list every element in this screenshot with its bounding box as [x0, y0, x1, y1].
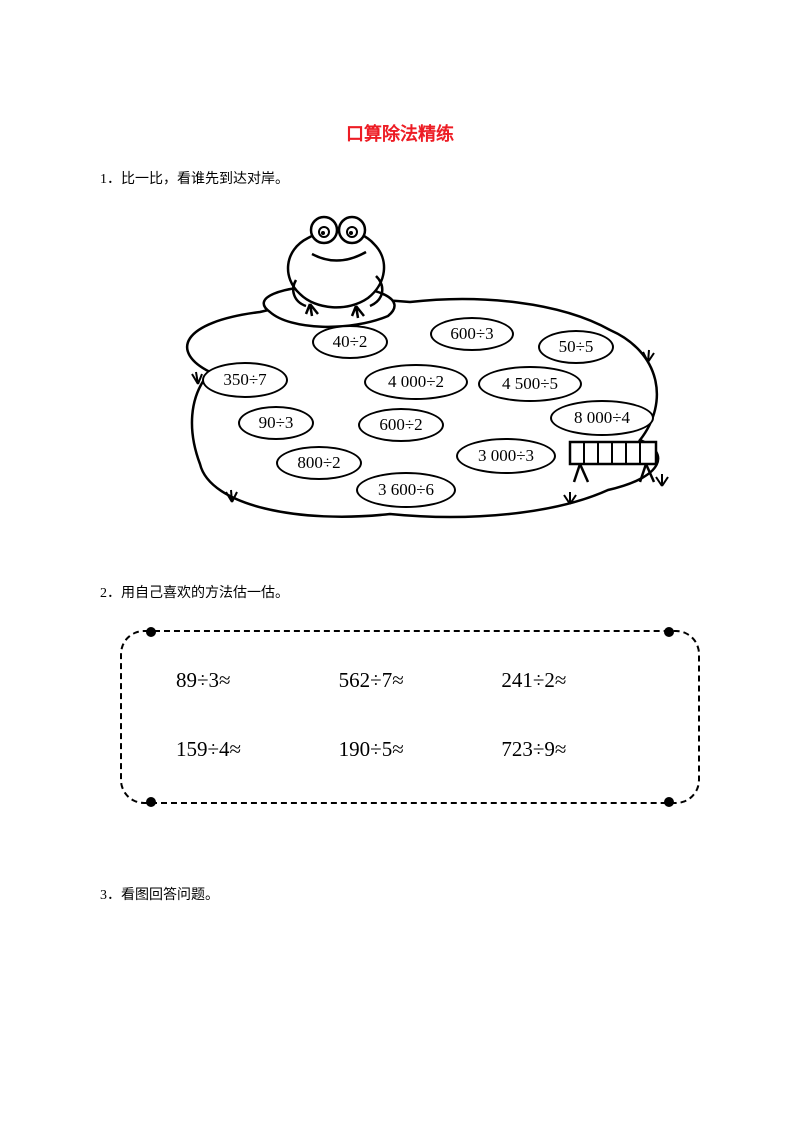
lilypad-expression: 4 000÷2 [364, 364, 468, 400]
estimation-cell: 723÷9≈ [501, 737, 664, 762]
lilypad-expression: 90÷3 [238, 406, 314, 440]
estimation-cell: 89÷3≈ [176, 668, 339, 693]
lilypad-expression: 4 500÷5 [478, 366, 582, 402]
estimation-cell: 190÷5≈ [339, 737, 502, 762]
lilypad-expression: 8 000÷4 [550, 400, 654, 436]
estimation-row: 159÷4≈ 190÷5≈ 723÷9≈ [176, 737, 664, 762]
estimation-cell: 159÷4≈ [176, 737, 339, 762]
frog-icon [264, 217, 395, 327]
question-2-text: 2．用自己喜欢的方法估一估。 [100, 582, 700, 602]
lilypad-expression: 50÷5 [538, 330, 614, 364]
lilypad-expression: 600÷3 [430, 317, 514, 351]
page-title: 口算除法精练 [100, 120, 700, 146]
lilypad-expression: 40÷2 [312, 325, 388, 359]
lilypad-expression: 600÷2 [358, 408, 444, 442]
estimation-row: 89÷3≈ 562÷7≈ 241÷2≈ [176, 668, 664, 693]
lilypad-expression: 3 000÷3 [456, 438, 556, 474]
question-3-text: 3．看图回答问题。 [100, 884, 700, 904]
estimation-cell: 241÷2≈ [501, 668, 664, 693]
estimation-box: 89÷3≈ 562÷7≈ 241÷2≈ 159÷4≈ 190÷5≈ 723÷9≈ [120, 630, 700, 804]
lilypad-expression: 350÷7 [202, 362, 288, 398]
frog-pond-figure: 40÷2 600÷3 50÷5 350÷7 4 000÷2 4 500÷5 90÷3 600÷… [140, 202, 680, 522]
lilypad-expression: 3 600÷6 [356, 472, 456, 508]
estimation-cell: 562÷7≈ [339, 668, 502, 693]
question-1-text: 1．比一比，看谁先到达对岸。 [100, 168, 700, 188]
lilypad-expression: 800÷2 [276, 446, 362, 480]
